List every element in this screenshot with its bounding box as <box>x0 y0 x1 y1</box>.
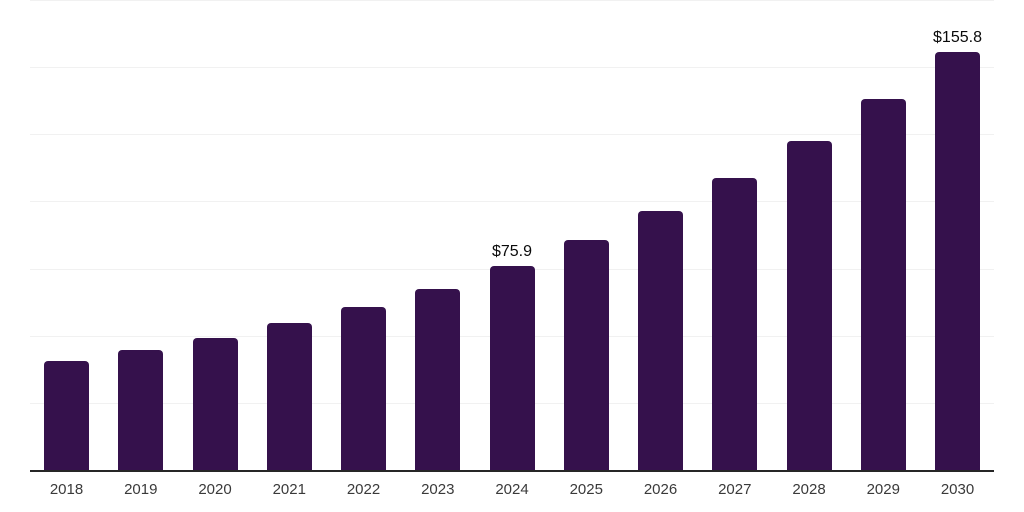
bar-value-label-2030: $155.8 <box>933 28 982 46</box>
gridline-100 <box>30 201 994 203</box>
bar-value-label-2024: $75.9 <box>491 243 533 261</box>
bar-2027 <box>712 178 758 470</box>
bar-2024 <box>489 266 535 470</box>
bar-group-2025 <box>563 240 609 470</box>
bar-2025 <box>563 240 609 470</box>
plot-area: $75.9 $155.8 <box>30 0 994 470</box>
bar-2026 <box>638 211 683 470</box>
gridline-150 <box>30 67 994 69</box>
x-tick-label-2025: 2025 <box>569 481 603 498</box>
x-tick-label-2019: 2019 <box>124 481 158 498</box>
x-tick-label-2026: 2026 <box>643 481 678 498</box>
bar-group-2022 <box>341 307 386 470</box>
x-tick-label-2029: 2029 <box>866 481 900 498</box>
bar-2023 <box>415 288 461 470</box>
bar-group-2028 <box>786 141 832 470</box>
bar-group-2027 <box>712 178 758 470</box>
x-tick-label-2028: 2028 <box>792 481 826 498</box>
bar-2028 <box>786 141 832 470</box>
x-tick-label-2027: 2027 <box>718 481 752 498</box>
bar-2030 <box>935 51 980 470</box>
bar-2020 <box>192 337 238 470</box>
bar-group-2021 <box>266 322 312 470</box>
x-tick-label-2023: 2023 <box>421 481 455 498</box>
x-tick-label-2021: 2021 <box>272 481 306 498</box>
bar-2018 <box>44 360 89 470</box>
bar-2022 <box>341 307 386 470</box>
bar-group-2019 <box>118 350 164 470</box>
bar-group-2029 <box>860 99 906 470</box>
bar-2021 <box>266 322 312 470</box>
x-tick-label-2018: 2018 <box>49 481 84 498</box>
x-axis-line <box>30 470 994 472</box>
bar-2019 <box>118 350 164 470</box>
bar-group-2026 <box>638 211 683 470</box>
x-axis-labels: 2018 2019 2020 2021 2022 2023 2024 2025 2026 2027… <box>44 481 980 499</box>
x-tick-label-2020: 2020 <box>198 481 232 498</box>
bar-group-2030: $155.8 <box>933 29 982 470</box>
gridline-175 <box>30 0 994 1</box>
gridline-125 <box>30 134 994 136</box>
bars: $75.9 $155.8 <box>44 29 982 470</box>
x-tick-label-2030: 2030 <box>940 481 975 498</box>
bar-group-2024: $75.9 <box>489 243 535 470</box>
x-tick-label-2024: 2024 <box>495 481 529 498</box>
bar-group-2020 <box>192 337 238 470</box>
bar-group-2018 <box>44 360 89 470</box>
bar-group-2023 <box>415 288 461 470</box>
x-tick-label-2022: 2022 <box>346 481 381 498</box>
bar-2029 <box>860 99 906 470</box>
